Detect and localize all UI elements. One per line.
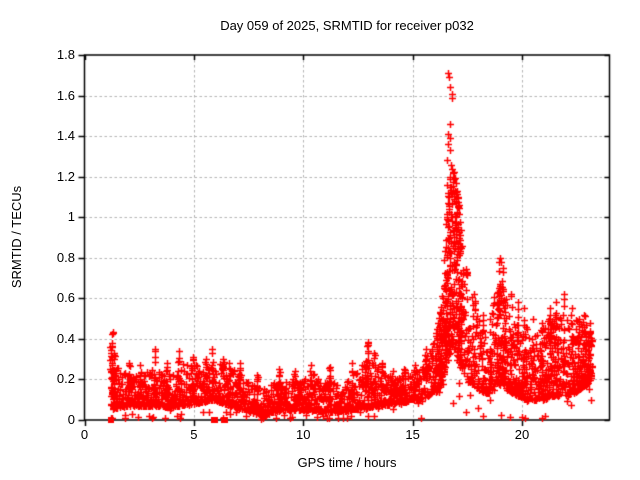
y-tick-label: 0	[67, 412, 75, 427]
y-tick-label: 1.8	[56, 47, 75, 62]
x-tick-label: 5	[190, 427, 198, 442]
y-tick-label: 0.8	[56, 249, 75, 265]
x-tick-label: 15	[405, 427, 420, 442]
x-tick-label: 20	[514, 427, 530, 442]
x-tick-label: 0	[80, 427, 89, 442]
y-tick-label: 1	[67, 209, 75, 225]
x-axis-label: GPS time / hours	[297, 455, 397, 470]
y-axis-label: SRMTID / TECUs	[9, 185, 24, 289]
y-tick-label: 0.4	[56, 330, 75, 346]
y-tick-label: 1.4	[56, 128, 75, 144]
x-tick-label: 10	[296, 427, 311, 442]
y-tick-label: 1.6	[56, 87, 75, 103]
chart-title: Day 059 of 2025, SRMTID for receiver p03…	[220, 18, 474, 33]
y-tick-label: 0.6	[56, 290, 75, 306]
y-tick-label: 1.2	[56, 168, 75, 184]
y-tick-label: 0.2	[56, 371, 75, 387]
